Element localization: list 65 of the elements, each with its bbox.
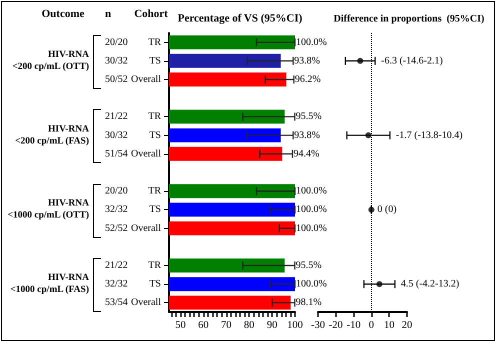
y-tick-label: Overall xyxy=(131,148,162,160)
text: n xyxy=(104,8,112,20)
y-tick-label: Overall xyxy=(131,222,162,234)
x-tick-label: 70 xyxy=(221,320,232,331)
point xyxy=(357,58,364,64)
text: HIV-RNA <200 cp/mL (FAS) xyxy=(15,124,90,146)
y-axis-title: Cohort xyxy=(134,8,168,20)
text: 21/22 xyxy=(105,111,128,122)
x-tick-label: 60 xyxy=(198,320,209,331)
text: 30/32 xyxy=(105,55,128,66)
data-label: 95.5% xyxy=(296,111,322,122)
y-tick-label: TS xyxy=(149,278,161,290)
x-tick-label: -30 xyxy=(311,320,325,331)
text: HIV-RNA <200 cp/mL (OTT) xyxy=(12,50,90,72)
x-tick-label: 0 xyxy=(368,320,374,331)
text: 32/32 xyxy=(105,204,128,216)
data-label: 98.1% xyxy=(296,297,322,308)
data-label: 94.4% xyxy=(293,148,320,160)
x-tick-label: 90 xyxy=(266,320,278,331)
text: 51/54 xyxy=(105,148,128,160)
data-label: 93.8% xyxy=(294,55,320,66)
x-tick-label: -10 xyxy=(346,320,361,331)
data-label: 93.8% xyxy=(294,130,320,141)
data-label: 100.0% xyxy=(296,222,327,234)
text: 53/54 xyxy=(105,297,128,308)
data-label: -1.7 (-13.8-10.4) xyxy=(396,130,463,141)
point xyxy=(365,132,372,138)
chart-title: Percentage of VS (95%CI) xyxy=(178,12,303,24)
y-tick-label: Overall xyxy=(131,297,162,308)
y-tick-label: Overall xyxy=(131,74,162,85)
y-tick-label: TR xyxy=(148,186,162,197)
text: 30/32 xyxy=(105,130,128,141)
x-tick-label: -20 xyxy=(328,320,343,331)
data-label: 100.0% xyxy=(296,204,327,216)
data-label: 100.0% xyxy=(296,278,327,290)
text: 52/52 xyxy=(105,222,128,234)
data-label: -6.3 (-14.6-2.1) xyxy=(381,55,443,66)
y-tick-label: TS xyxy=(149,55,161,66)
x-tick-label: 10 xyxy=(384,320,394,331)
data-label: 96.2% xyxy=(294,74,321,85)
y-tick-label: TS xyxy=(149,204,161,216)
data-label: 100.0% xyxy=(296,36,327,48)
chart-title: Difference in proportions (95%CI) xyxy=(334,14,484,24)
x-tick-label: 100 xyxy=(287,320,303,331)
y-tick-label: TR xyxy=(148,111,162,122)
text: 50/52 xyxy=(105,74,128,85)
data-label: 95.5% xyxy=(296,260,322,271)
data-label: 0 (0) xyxy=(377,204,397,216)
text: HIV-RNA <1000 cp/mL (OTT) xyxy=(8,198,90,221)
text: 21/22 xyxy=(105,260,128,271)
x-tick-label: 80 xyxy=(244,320,254,331)
data-label: 4.5 (-4.2-13.2) xyxy=(400,278,460,290)
text: HIV-RNA <1000 cp/mL (FAS) xyxy=(10,273,90,296)
text: Outcome xyxy=(42,8,84,20)
point xyxy=(368,206,374,213)
text: 20/20 xyxy=(105,186,128,197)
data-label: 100.0% xyxy=(296,186,327,197)
x-tick-label: 50 xyxy=(175,320,186,331)
point xyxy=(376,281,382,288)
text: 32/32 xyxy=(105,278,128,290)
y-tick-label: TR xyxy=(148,36,162,48)
x-tick-label: 20 xyxy=(402,320,412,331)
text: 20/20 xyxy=(105,36,128,48)
y-tick-label: TS xyxy=(149,130,161,141)
y-tick-label: TR xyxy=(148,260,162,271)
